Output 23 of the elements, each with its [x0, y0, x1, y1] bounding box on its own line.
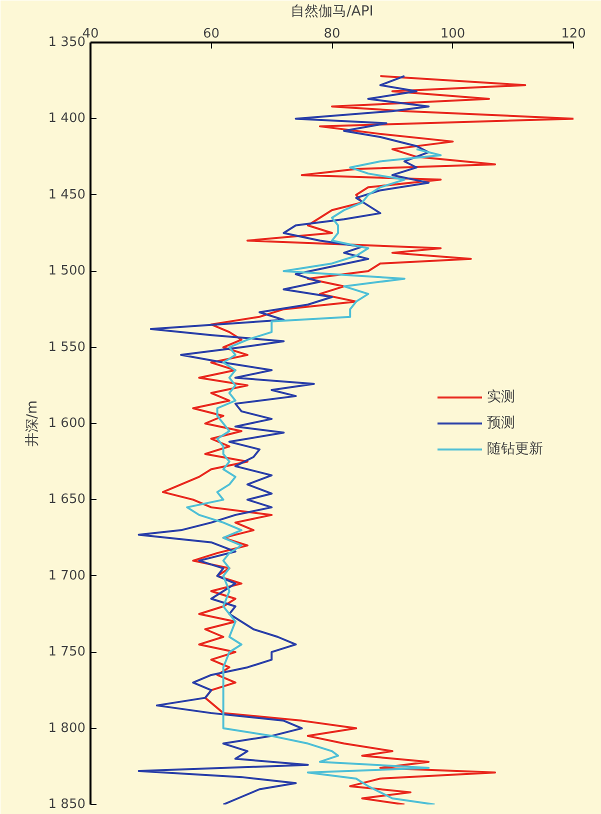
- x-tick-label: 60: [202, 26, 220, 42]
- x-tick-label: 120: [561, 26, 586, 42]
- x-tick-label: 80: [324, 26, 340, 42]
- legend-label: 实测: [487, 388, 515, 406]
- y-tick-label: 1 550: [48, 340, 86, 355]
- line-series: [162, 75, 574, 804]
- line-series: [138, 75, 430, 804]
- y-tick-label: 1 600: [48, 416, 86, 431]
- x-tick-label: 100: [440, 26, 466, 42]
- y-tick-label: 1 750: [48, 644, 86, 660]
- y-tick-label: 1 850: [48, 797, 86, 812]
- line-series: [186, 148, 442, 804]
- y-axis-title: 井深/m: [24, 400, 40, 447]
- y-tick-label: 1 400: [48, 111, 86, 126]
- y-tick-label: 1 700: [48, 568, 86, 584]
- legend-label: 随钻更新: [487, 440, 543, 458]
- y-tick-label: 1 350: [48, 35, 86, 50]
- x-axis-title: 自然伽马/API: [290, 4, 374, 20]
- y-tick-label: 1 800: [48, 720, 86, 736]
- y-tick-label: 1 450: [48, 187, 86, 202]
- y-tick-label: 1 650: [48, 492, 86, 508]
- legend-label: 预测: [487, 414, 515, 432]
- y-tick-label: 1 500: [48, 264, 86, 279]
